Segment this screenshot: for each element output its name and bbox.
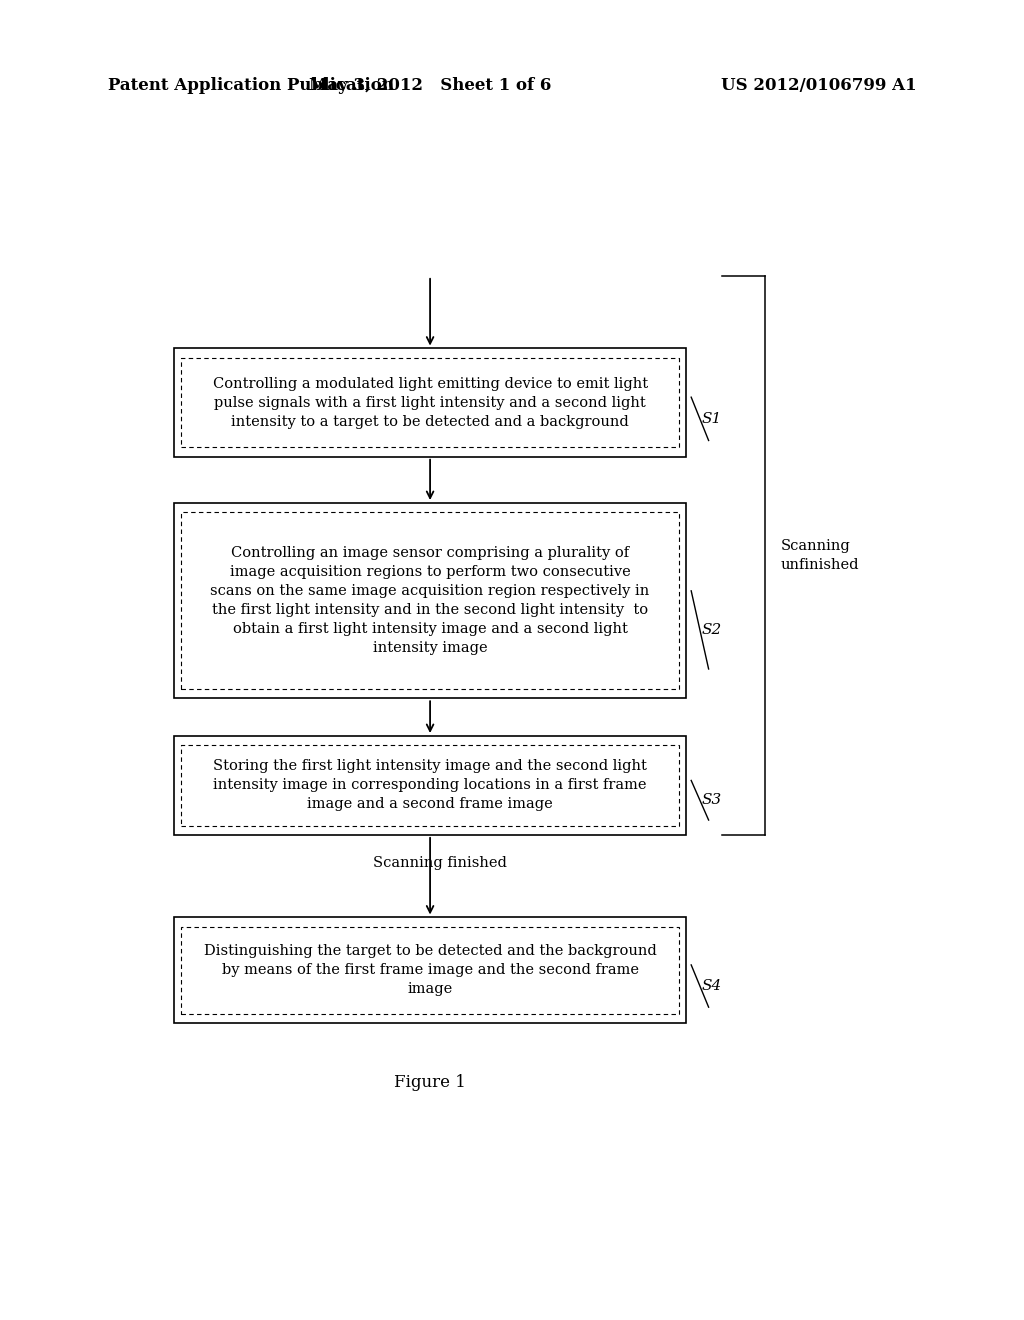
Text: S1: S1 — [701, 412, 722, 426]
FancyBboxPatch shape — [174, 348, 686, 457]
FancyBboxPatch shape — [174, 917, 686, 1023]
Text: S3: S3 — [701, 793, 722, 808]
Text: Storing the first light intensity image and the second light
intensity image in : Storing the first light intensity image … — [213, 759, 647, 812]
Text: Controlling a modulated light emitting device to emit light
pulse signals with a: Controlling a modulated light emitting d… — [213, 376, 647, 429]
Text: Distinguishing the target to be detected and the background
by means of the firs: Distinguishing the target to be detected… — [204, 944, 656, 997]
FancyBboxPatch shape — [174, 503, 686, 698]
Text: US 2012/0106799 A1: US 2012/0106799 A1 — [721, 78, 918, 94]
FancyBboxPatch shape — [174, 737, 686, 834]
Text: Scanning finished: Scanning finished — [374, 855, 507, 870]
Text: S4: S4 — [701, 979, 722, 993]
Text: Patent Application Publication: Patent Application Publication — [108, 78, 393, 94]
Text: Figure 1: Figure 1 — [394, 1074, 466, 1090]
Text: Scanning
unfinished: Scanning unfinished — [780, 539, 859, 572]
Text: Controlling an image sensor comprising a plurality of
image acquisition regions : Controlling an image sensor comprising a… — [211, 546, 649, 655]
Text: May 3, 2012   Sheet 1 of 6: May 3, 2012 Sheet 1 of 6 — [309, 78, 551, 94]
Text: S2: S2 — [701, 623, 722, 638]
